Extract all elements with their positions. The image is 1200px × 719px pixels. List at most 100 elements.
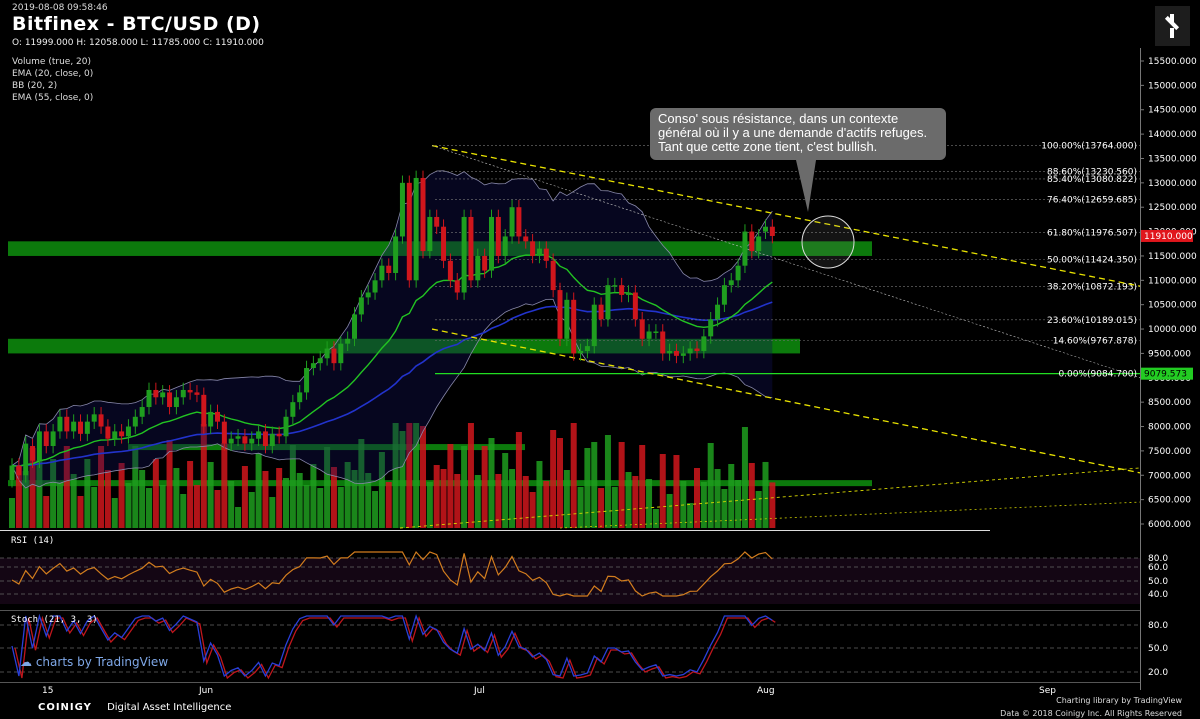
volume-bar (605, 435, 611, 528)
indicator-ema20[interactable]: EMA (20, close, 0) (12, 69, 93, 79)
candle-body (71, 422, 76, 432)
candle-body (99, 414, 104, 426)
candle-body (558, 290, 563, 339)
volume-bar (543, 481, 549, 528)
candle-body (537, 249, 542, 256)
candle-body (304, 368, 309, 392)
volume-bar (687, 503, 693, 528)
candle-body (578, 351, 583, 353)
fib-level-label: 38.20%(10872.193) (1047, 283, 1137, 293)
candle-body (448, 261, 453, 280)
fib-level-label: 61.80%(11976.507) (1047, 229, 1137, 239)
rsi-tick-label: 60.0 (1148, 563, 1168, 573)
volume-bar (427, 482, 433, 528)
y-tick-label: 11500.000 (1148, 252, 1197, 262)
volume-bar (310, 464, 316, 528)
candle-body (742, 232, 747, 266)
annotation-line: général où il y a une demande d'actifs r… (658, 126, 938, 140)
x-tick-label: Jun (198, 686, 213, 696)
indicator-ema55[interactable]: EMA (55, close, 0) (12, 93, 93, 103)
volume-bar (276, 468, 282, 528)
y-tick-label: 11000.000 (1148, 276, 1197, 286)
volume-bar (338, 487, 344, 528)
y-tick-label: 7500.000 (1148, 447, 1191, 457)
charting-library-credit[interactable]: Charting library by TradingView (1056, 696, 1182, 705)
candle-body (147, 390, 152, 407)
volume-bar (242, 466, 248, 528)
candle-body (284, 417, 289, 436)
volume-bar (516, 432, 522, 528)
candle-body (85, 422, 90, 434)
volume-bar (262, 471, 268, 528)
volume-bar (434, 465, 440, 528)
volume-bar (502, 453, 508, 528)
volume-bar (215, 490, 221, 528)
candle-body (653, 331, 658, 333)
tradingview-badge[interactable]: ☁ charts by TradingView (20, 655, 168, 669)
volume-bar (475, 475, 481, 528)
timestamp: 2019-08-08 09:58:46 (12, 3, 108, 13)
x-tick-label: Jul (473, 686, 485, 696)
volume-bar (119, 463, 125, 528)
volume-bar (598, 488, 604, 528)
candle-body (626, 293, 631, 295)
candle-body (236, 436, 241, 438)
indicator-volume[interactable]: Volume (true, 20) (12, 57, 91, 67)
fib-level-label: 85.40%(13080.822) (1047, 175, 1137, 185)
volume-bar (591, 442, 597, 528)
volume-bar (125, 483, 131, 528)
volume-bar (742, 427, 748, 528)
volume-bar (756, 491, 762, 528)
volume-bar (550, 430, 556, 528)
volume-bar (208, 462, 214, 528)
candle-body (640, 319, 645, 338)
y-tick-label: 15500.000 (1148, 57, 1197, 67)
candle-body (660, 331, 665, 353)
candle-body (667, 351, 672, 353)
candle-body (44, 431, 49, 446)
candle-body (715, 305, 720, 320)
x-tick-label: Sep (1039, 686, 1056, 696)
indicator-bb[interactable]: BB (20, 2) (12, 81, 57, 91)
volume-bar (153, 459, 159, 528)
candle-body (571, 300, 576, 354)
volume-bar (578, 487, 584, 528)
candle-body (592, 305, 597, 346)
volume-bar (283, 478, 289, 528)
fib-level-label: 100.00%(13764.000) (1041, 142, 1137, 152)
volume-bar (228, 481, 234, 528)
volume-bar (619, 442, 625, 528)
candle-body (605, 285, 610, 319)
volume-bar (78, 496, 84, 528)
candle-body (510, 207, 515, 236)
candle-body (126, 427, 131, 437)
fib-level-label: 23.60%(10189.015) (1047, 316, 1137, 326)
candle-body (297, 392, 302, 402)
candle-body (270, 434, 275, 446)
volume-bar (626, 472, 632, 528)
volume-bar (43, 496, 49, 528)
candle-body (674, 351, 679, 356)
candle-body (379, 266, 384, 281)
volume-bar (530, 492, 536, 528)
candle-body (421, 178, 426, 251)
y-tick-label: 10000.000 (1148, 325, 1197, 335)
candle-body (414, 178, 419, 280)
chart-title: Bitfinex - BTC/USD (D) (12, 13, 261, 35)
y-tick-label: 13000.000 (1148, 179, 1197, 189)
candle-body (633, 293, 638, 320)
candle-body (516, 207, 521, 236)
candle-body (407, 183, 412, 280)
volume-bar (249, 492, 255, 528)
volume-bar (769, 482, 775, 528)
volume-bar (489, 438, 495, 528)
volume-bar (372, 491, 378, 528)
candle-body (263, 431, 268, 446)
candle-body (468, 217, 473, 280)
candle-body (201, 395, 206, 427)
volume-bar (105, 470, 111, 528)
volume-bar (180, 494, 186, 528)
candle-body (366, 293, 371, 298)
fib-price-label: 9079.573 (1144, 370, 1187, 380)
